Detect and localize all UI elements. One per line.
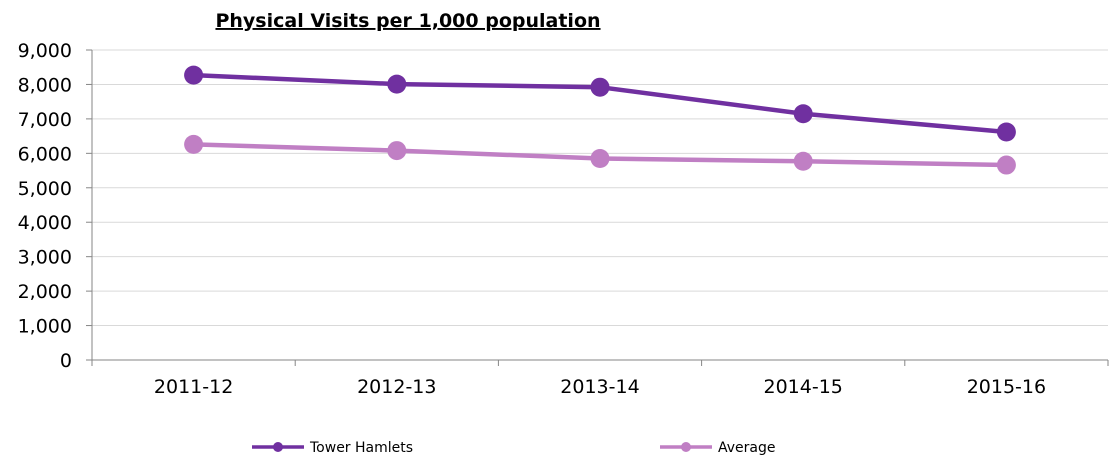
data-point-tower-hamlets (387, 74, 407, 94)
series-tower-hamlets (184, 65, 1016, 142)
y-tick-label: 8,000 (18, 74, 72, 96)
legend-marker-average (681, 442, 691, 452)
x-tick-labels: 2011-12 2012-13 2013-14 2014-15 2015-16 (154, 376, 1046, 398)
data-point-average (387, 141, 407, 161)
y-tick-label: 6,000 (18, 143, 72, 165)
x-tick-label: 2012-13 (357, 376, 436, 398)
legend-label-average: Average (718, 440, 776, 456)
data-point-tower-hamlets (184, 65, 204, 85)
y-tick-label: 7,000 (18, 109, 72, 131)
data-point-average (590, 149, 610, 168)
x-tick-label: 2011-12 (154, 376, 233, 398)
legend-item-tower-hamlets: Tower Hamlets (252, 440, 413, 456)
axes (86, 49, 1109, 366)
y-tick-label: 1,000 (18, 316, 72, 338)
chart-title: Physical Visits per 1,000 population (215, 10, 600, 32)
x-tick-label: 2014-15 (764, 376, 843, 398)
data-point-average (184, 134, 204, 154)
y-tick-label: 9,000 (18, 40, 72, 62)
series (184, 65, 1016, 175)
data-point-average (996, 155, 1016, 175)
x-tick-label: 2013-14 (560, 376, 639, 398)
y-tick-label: 2,000 (18, 281, 72, 303)
x-tick-label: 2015-16 (967, 376, 1046, 398)
y-tick-labels: 0 1,000 2,000 3,000 4,000 5,000 6,000 7,000 8,00… (18, 40, 72, 372)
legend-item-average: Average (660, 440, 776, 456)
legend-marker-tower-hamlets (273, 442, 283, 452)
data-point-tower-hamlets (996, 122, 1016, 142)
y-tick-label: 3,000 (18, 247, 72, 269)
y-tick-label: 4,000 (18, 212, 72, 234)
y-tick-label: 5,000 (18, 178, 72, 200)
y-tick-label: 0 (60, 350, 72, 372)
data-point-tower-hamlets (793, 104, 813, 124)
data-point-average (793, 151, 813, 171)
legend: Tower Hamlets Average (252, 440, 776, 456)
series-average (184, 134, 1016, 175)
data-point-tower-hamlets (590, 77, 610, 97)
legend-label-tower-hamlets: Tower Hamlets (309, 440, 413, 456)
